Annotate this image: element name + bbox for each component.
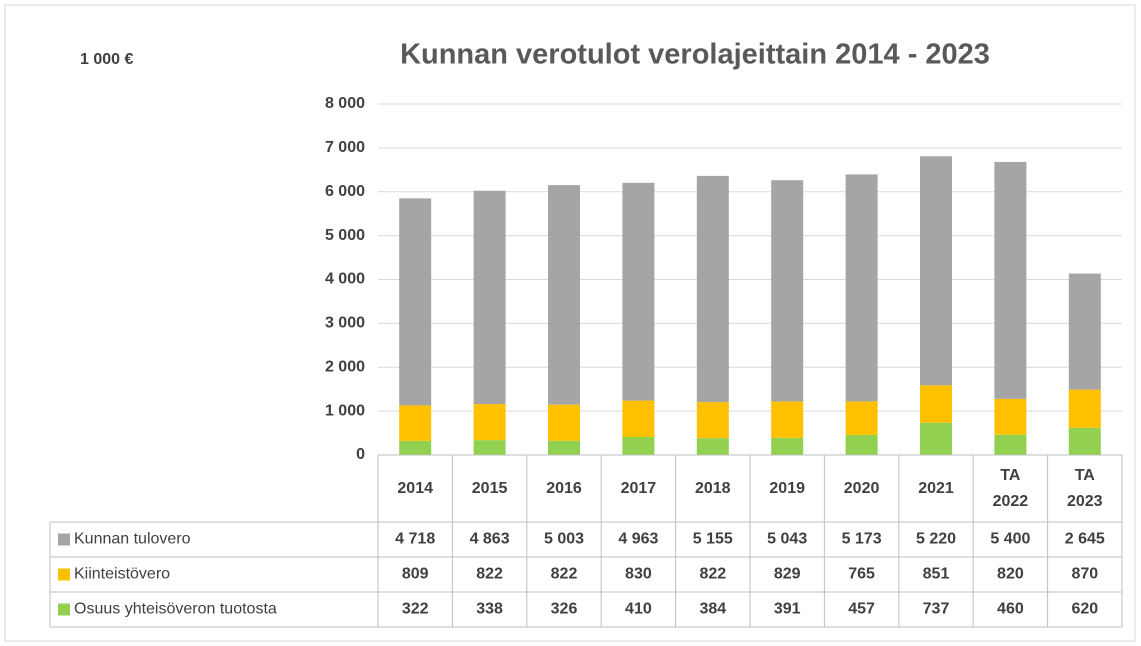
bar-segment <box>399 405 432 441</box>
y-tick-label: 8 000 <box>325 95 365 112</box>
x-tick-label: 2016 <box>546 479 582 497</box>
data-label: 5 155 <box>693 531 733 548</box>
data-label: 2 645 <box>1065 531 1105 548</box>
legend-label: Kunnan tulovero <box>74 531 191 548</box>
category-cell: 2016 <box>546 479 582 497</box>
bar-segment <box>771 180 804 402</box>
data-label: 620 <box>1071 601 1098 618</box>
bar-segment <box>548 404 580 441</box>
bar-segment <box>920 156 952 386</box>
y-tick-label: 5 000 <box>325 227 365 244</box>
bar-segment <box>473 190 506 405</box>
bar-segment <box>920 385 952 423</box>
bar-segment <box>399 440 432 455</box>
data-label: 5 043 <box>767 531 807 548</box>
category-cell: 2021 <box>918 479 954 497</box>
data-label: 326 <box>551 601 578 618</box>
x-tick-label: 2015 <box>471 479 508 497</box>
bar-segment <box>771 437 804 455</box>
y-tick-label: 6 000 <box>325 183 365 200</box>
data-label: 4 718 <box>395 531 435 548</box>
legend-swatch <box>58 603 70 616</box>
x-tick-label: TA 2022 <box>992 466 1029 510</box>
data-label: 457 <box>848 601 875 618</box>
bar-segment <box>622 437 655 455</box>
x-tick-label: TA 2023 <box>1066 466 1103 510</box>
legend-label: Kiinteistövero <box>74 566 170 583</box>
x-tick-label: 2019 <box>769 479 805 497</box>
bar-segment <box>845 434 878 455</box>
bar-segment <box>473 404 506 441</box>
data-label: 5 003 <box>544 531 584 548</box>
data-label: 765 <box>848 566 875 583</box>
data-label: 737 <box>923 601 950 618</box>
data-label: 851 <box>923 566 950 583</box>
y-tick-label: 2 000 <box>325 358 365 375</box>
bar-segment <box>622 182 655 401</box>
bar-segment <box>399 198 432 406</box>
bar-segment <box>845 174 878 402</box>
data-label: 322 <box>402 601 429 618</box>
x-tick-label: 2021 <box>918 479 954 497</box>
data-label: 822 <box>551 566 578 583</box>
x-tick-label: 2018 <box>694 479 731 497</box>
data-label: 460 <box>997 601 1024 618</box>
legend-swatch <box>58 533 70 546</box>
data-label: 4 963 <box>618 531 658 548</box>
bar-segment <box>1068 389 1101 428</box>
data-label: 809 <box>402 566 429 583</box>
category-cell: 2020 <box>843 479 880 497</box>
data-label: 5 220 <box>916 531 956 548</box>
data-label: 4 863 <box>470 531 510 548</box>
category-cell: 2018 <box>694 479 731 497</box>
bar-segment <box>696 438 729 455</box>
data-label: 830 <box>625 566 652 583</box>
unit-label: 1 000 € <box>80 51 133 68</box>
data-label: 5 400 <box>990 531 1030 548</box>
y-tick-label: 4 000 <box>325 271 365 288</box>
y-tick-label: 3 000 <box>325 315 365 332</box>
category-cell: TA 2023 <box>1066 466 1103 510</box>
bar-segment <box>548 440 580 455</box>
data-label: 822 <box>699 566 726 583</box>
bar-segment <box>696 402 729 439</box>
legend-label: Osuus yhteisöveron tuotosta <box>74 601 277 618</box>
bar-segment <box>771 401 804 438</box>
bar-segment <box>548 185 580 405</box>
data-label: 820 <box>997 566 1024 583</box>
x-tick-label: 2017 <box>620 479 657 497</box>
data-label: 338 <box>476 601 503 618</box>
data-label: 829 <box>774 566 801 583</box>
data-label: 410 <box>625 601 652 618</box>
bar-segment <box>994 398 1027 435</box>
category-cell: 2019 <box>769 479 805 497</box>
bar-segment <box>994 434 1027 455</box>
chart-border <box>4 4 1136 642</box>
chart-title: Kunnan verotulot verolajeittain 2014 - 2… <box>400 39 990 71</box>
x-tick-label: 2014 <box>397 479 433 497</box>
bar-segment <box>1068 427 1101 455</box>
y-tick-label: 0 <box>356 446 365 463</box>
x-tick-label: 2020 <box>843 479 880 497</box>
bar-segment <box>473 440 506 455</box>
data-label: 870 <box>1071 566 1098 583</box>
bar-segment <box>845 401 878 435</box>
category-cell: 2014 <box>397 479 433 497</box>
bar-segment <box>696 175 729 403</box>
data-label: 384 <box>699 601 726 618</box>
bar-segment <box>622 400 655 438</box>
bar-segment <box>920 422 952 455</box>
data-label: 391 <box>774 601 801 618</box>
category-cell: TA 2022 <box>992 466 1029 510</box>
bar-segment <box>1068 273 1101 390</box>
category-cell: 2017 <box>620 479 657 497</box>
bar-segment <box>994 161 1027 399</box>
y-tick-label: 7 000 <box>325 139 365 156</box>
y-tick-label: 1 000 <box>325 402 365 419</box>
data-label: 5 173 <box>842 531 882 548</box>
data-label: 822 <box>476 566 503 583</box>
category-cell: 2015 <box>471 479 508 497</box>
legend-swatch <box>58 568 70 581</box>
